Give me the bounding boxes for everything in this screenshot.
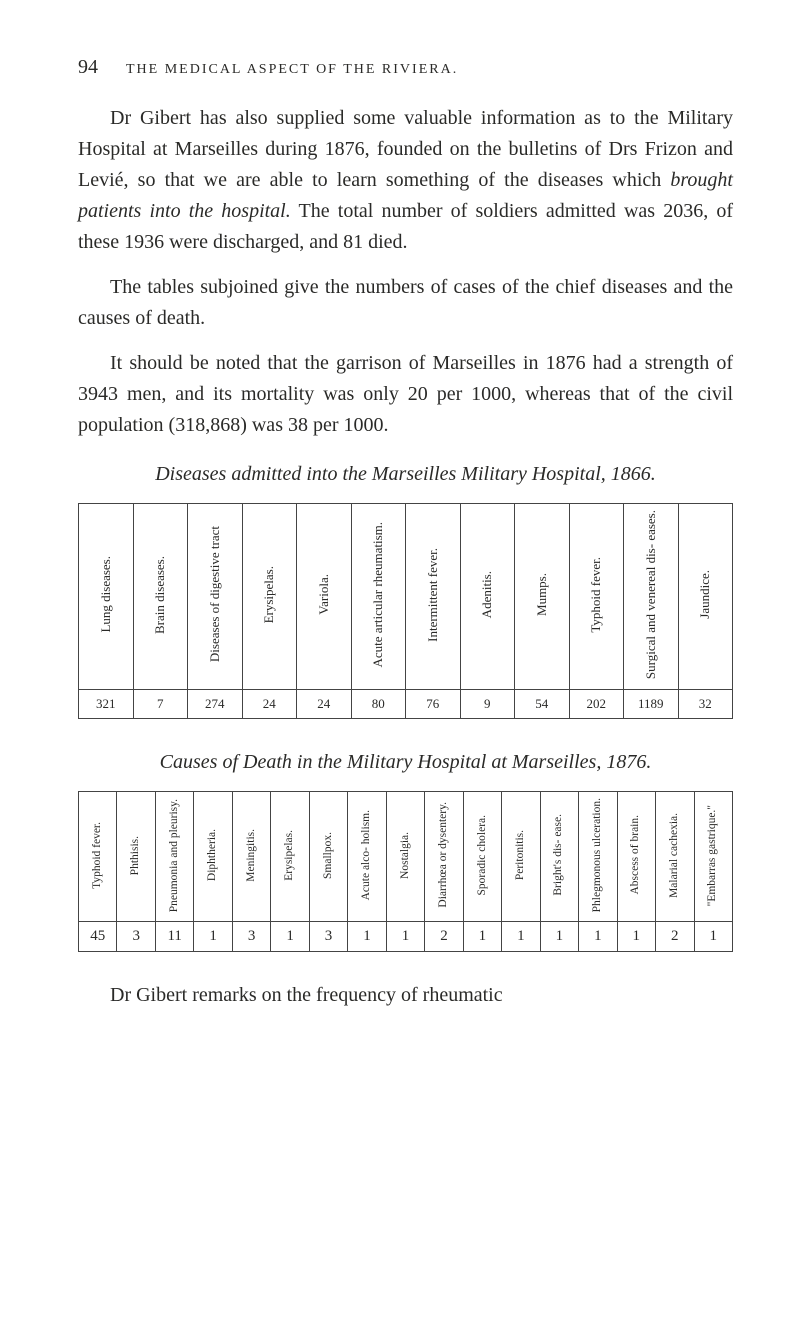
t1-h10: Surgical and venereal dis- eases. xyxy=(624,504,679,690)
t2-v4: 3 xyxy=(232,922,270,952)
t2-h2: Pneumonia and pleurisy. xyxy=(155,792,193,922)
paragraph-2: The tables subjoined give the numbers of… xyxy=(78,272,733,334)
t1-h9: Typhoid fever. xyxy=(569,504,624,690)
t2-v14: 1 xyxy=(617,922,655,952)
t1-v10: 1189 xyxy=(624,690,679,719)
t2-v15: 2 xyxy=(656,922,694,952)
t1-h0: Lung diseases. xyxy=(79,504,134,690)
t1-h5: Acute articular rheumatism. xyxy=(351,504,406,690)
t1-h1: Brain diseases. xyxy=(133,504,188,690)
t1-v3: 24 xyxy=(242,690,297,719)
t1-v8: 54 xyxy=(515,690,570,719)
table-2-header-row: Typhoid fever. Phthisis. Pneumonia and p… xyxy=(79,792,733,922)
t2-h3: Diphtheria. xyxy=(194,792,232,922)
p1-a: Dr Gibert has also supplied some valuabl… xyxy=(78,107,733,191)
t2-v10: 1 xyxy=(463,922,501,952)
t2-v6: 3 xyxy=(309,922,347,952)
paragraph-1: Dr Gibert has also supplied some valuabl… xyxy=(78,103,733,258)
t1-h6: Intermittent fever. xyxy=(406,504,461,690)
t2-h5: Erysipelas. xyxy=(271,792,309,922)
t1-v1: 7 xyxy=(133,690,188,719)
t2-v11: 1 xyxy=(502,922,540,952)
t2-h0: Typhoid fever. xyxy=(79,792,117,922)
t2-v0: 45 xyxy=(79,922,117,952)
t1-v9: 202 xyxy=(569,690,624,719)
t2-h7: Acute alco- holism. xyxy=(348,792,386,922)
table-1-header-row: Lung diseases. Brain diseases. Diseases … xyxy=(79,504,733,690)
t1-h11: Jaundice. xyxy=(678,504,733,690)
t1-v2: 274 xyxy=(188,690,243,719)
table-causes-of-death: Typhoid fever. Phthisis. Pneumonia and p… xyxy=(78,791,733,952)
t1-v7: 9 xyxy=(460,690,515,719)
page-number: 94 xyxy=(78,56,98,79)
t1-v5: 80 xyxy=(351,690,406,719)
t2-h6: Smallpox. xyxy=(309,792,347,922)
paragraph-3: It should be noted that the garrison of … xyxy=(78,348,733,441)
table-2-data-row: 45 3 11 1 3 1 3 1 1 2 1 1 1 1 1 2 1 xyxy=(79,922,733,952)
t2-v5: 1 xyxy=(271,922,309,952)
t1-h3: Erysipelas. xyxy=(242,504,297,690)
t1-v4: 24 xyxy=(297,690,352,719)
t1-h4: Variola. xyxy=(297,504,352,690)
t2-h15: Malarial cachexia. xyxy=(656,792,694,922)
t2-v12: 1 xyxy=(540,922,578,952)
running-head: THE MEDICAL ASPECT OF THE RIVIERA. xyxy=(126,62,458,78)
t1-v11: 32 xyxy=(678,690,733,719)
table-1-data-row: 321 7 274 24 24 80 76 9 54 202 1189 32 xyxy=(79,690,733,719)
t2-h4: Meningitis. xyxy=(232,792,270,922)
page-header: 94 THE MEDICAL ASPECT OF THE RIVIERA. xyxy=(78,56,733,79)
t1-h2: Diseases of digestive tract xyxy=(188,504,243,690)
t1-h7: Adenitis. xyxy=(460,504,515,690)
t2-h9: Diarrhœa or dysentery. xyxy=(425,792,463,922)
t2-h1: Phthisis. xyxy=(117,792,155,922)
t2-v1: 3 xyxy=(117,922,155,952)
t1-h8: Mumps. xyxy=(515,504,570,690)
t1-v0: 321 xyxy=(79,690,134,719)
t2-v8: 1 xyxy=(386,922,424,952)
t1-v6: 76 xyxy=(406,690,461,719)
t2-h11: Peritonitis. xyxy=(502,792,540,922)
t2-v2: 11 xyxy=(155,922,193,952)
t2-h10: Sporadic cholera. xyxy=(463,792,501,922)
t2-v7: 1 xyxy=(348,922,386,952)
t2-v9: 2 xyxy=(425,922,463,952)
paragraph-4: Dr Gibert remarks on the frequency of rh… xyxy=(78,980,733,1011)
t2-h16: "Embarras gastrique." xyxy=(694,792,733,922)
t2-h13: Phlegmonous ulceration. xyxy=(579,792,617,922)
t2-v3: 1 xyxy=(194,922,232,952)
table-2-title: Causes of Death in the Military Hospital… xyxy=(78,747,733,777)
t2-h12: Bright's dis- ease. xyxy=(540,792,578,922)
t2-v16: 1 xyxy=(694,922,733,952)
table-1-title: Diseases admitted into the Marseilles Mi… xyxy=(78,459,733,489)
table-diseases: Lung diseases. Brain diseases. Diseases … xyxy=(78,503,733,719)
t2-v13: 1 xyxy=(579,922,617,952)
t2-h14: Abscess of brain. xyxy=(617,792,655,922)
t2-h8: Nostalgia. xyxy=(386,792,424,922)
